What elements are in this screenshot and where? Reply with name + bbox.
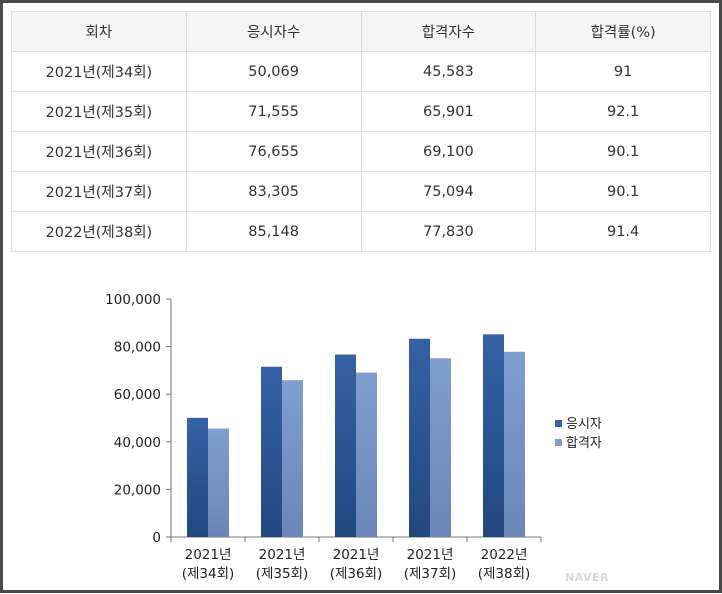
x-tick-label: 2021년 — [407, 547, 454, 563]
bar-applicants — [335, 354, 356, 537]
bar-applicants — [261, 366, 282, 537]
cell-round: 2021년(제35회) — [11, 91, 187, 132]
cell-passers: 45,583 — [360, 51, 537, 92]
x-tick-label: (제34회) — [182, 566, 235, 582]
cell-passers: 65,901 — [360, 91, 537, 132]
bar-passers — [430, 358, 451, 537]
x-tick-label: 2021년 — [259, 547, 306, 563]
legend-swatch — [555, 420, 562, 427]
cell-round: 2021년(제37회) — [11, 171, 187, 212]
bar-passers — [504, 351, 525, 537]
x-tick-label: (제37회) — [404, 566, 457, 582]
table-row: 2021년(제35회) 71,555 65,901 92.1 — [11, 91, 711, 132]
y-tick-label: 20,000 — [114, 482, 161, 498]
x-tick-label: (제36회) — [330, 566, 383, 582]
y-tick-label: 100,000 — [105, 292, 161, 308]
bar-applicants — [483, 334, 504, 537]
cell-applicants: 71,555 — [185, 91, 362, 132]
x-tick-label: 2022년 — [481, 547, 528, 563]
y-tick-label: 40,000 — [114, 435, 161, 451]
x-tick-label: 2021년 — [185, 547, 232, 563]
bar-passers — [282, 380, 303, 537]
naver-watermark: NAVER — [565, 571, 609, 584]
cell-pass-rate: 92.1 — [535, 91, 711, 132]
cell-passers: 75,094 — [360, 171, 537, 212]
bar-passers — [208, 428, 229, 537]
bar-applicants — [409, 338, 430, 537]
exam-stats-table: 회차 응시자수 합격자수 합격률(%) 2021년(제34회) 50,069 4… — [11, 11, 711, 252]
legend-swatch — [555, 439, 562, 446]
y-tick-label: 80,000 — [114, 340, 161, 356]
cell-applicants: 83,305 — [185, 171, 362, 212]
y-tick-label: 60,000 — [114, 387, 161, 403]
x-tick-label: (제38회) — [478, 566, 531, 582]
cell-applicants: 76,655 — [185, 131, 362, 172]
applicants-passers-bar-chart: 0 20,000 40,000 60,000 80,000 100,000 2021년 (제3… — [105, 292, 602, 582]
cell-round: 2021년(제36회) — [11, 131, 187, 172]
table-row: 2021년(제34회) 50,069 45,583 91 — [11, 51, 711, 92]
cell-pass-rate: 91 — [535, 51, 711, 92]
column-header-round: 회차 — [11, 11, 187, 52]
column-header-passers: 합격자수 — [360, 11, 537, 52]
table-row: 2021년(제37회) 83,305 75,094 90.1 — [11, 171, 711, 212]
x-tick-label: 2021년 — [333, 547, 380, 563]
cell-passers: 77,830 — [360, 211, 537, 252]
cell-round: 2021년(제34회) — [11, 51, 187, 92]
cell-pass-rate: 90.1 — [535, 171, 711, 212]
bar-applicants — [187, 417, 208, 537]
bar-passers — [356, 372, 377, 537]
column-header-applicants: 응시자수 — [185, 11, 362, 52]
cell-pass-rate: 91.4 — [535, 211, 711, 252]
legend-label: 응시자 — [566, 417, 602, 432]
table-row: 2022년(제38회) 85,148 77,830 91.4 — [11, 211, 711, 252]
table-row: 2021년(제36회) 76,655 69,100 90.1 — [11, 131, 711, 172]
cell-applicants: 85,148 — [185, 211, 362, 252]
cell-pass-rate: 90.1 — [535, 131, 711, 172]
cell-passers: 69,100 — [360, 131, 537, 172]
bar-chart-container: 0 20,000 40,000 60,000 80,000 100,000 2021년 (제3… — [3, 265, 719, 594]
table-header-row: 회차 응시자수 합격자수 합격률(%) — [11, 11, 711, 52]
x-tick-label: (제35회) — [256, 566, 309, 582]
y-tick-label: 0 — [152, 530, 161, 546]
cell-round: 2022년(제38회) — [11, 211, 187, 252]
column-header-pass-rate: 합격률(%) — [535, 11, 711, 52]
legend-label: 합격자 — [566, 436, 602, 451]
cell-applicants: 50,069 — [185, 51, 362, 92]
